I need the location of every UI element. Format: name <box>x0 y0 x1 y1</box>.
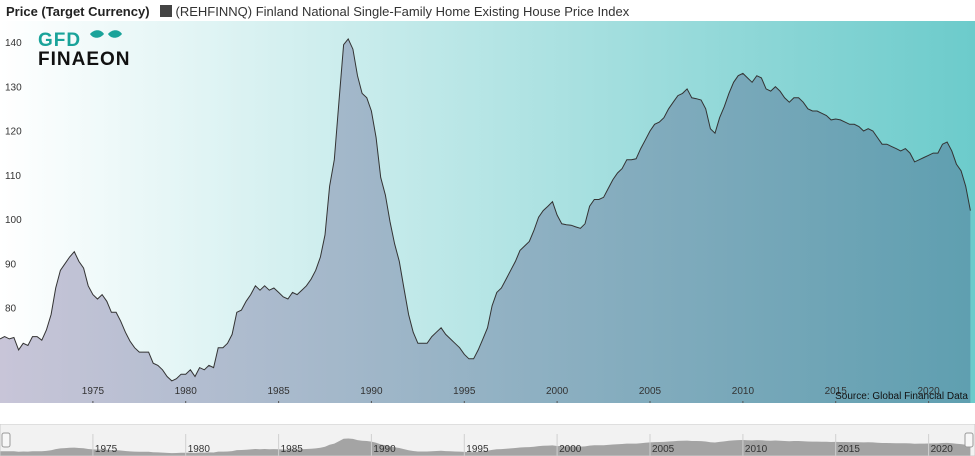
x-tick-label: 1995 <box>453 386 476 397</box>
x-tick-label: 1980 <box>175 386 198 397</box>
y-tick-label: 90 <box>5 259 17 270</box>
series-name[interactable]: (REHFINNQ) Finland National Single-Famil… <box>175 3 630 19</box>
logo-leaf-icon <box>90 30 104 38</box>
x-tick-label: 2005 <box>639 386 662 397</box>
chart-legend: Price (Target Currency) (REHFINNQ) Finla… <box>6 2 629 20</box>
navigator-label: 1995 <box>466 444 489 455</box>
source-label: Source: Global Financial Data <box>835 391 968 402</box>
x-tick-label: 1985 <box>267 386 290 397</box>
navigator-series <box>0 438 971 456</box>
navigator-right-handle[interactable] <box>964 432 974 448</box>
navigator-left-handle[interactable] <box>1 432 11 448</box>
range-navigator[interactable]: 1975 1980 1985 1990 1995 2000 2005 2010 2015 2020 <box>0 424 975 456</box>
logo-line-top: GFD <box>38 30 81 51</box>
navigator-label: 2010 <box>745 444 768 455</box>
navigator-label: 1990 <box>373 444 396 455</box>
navigator-labels: 1975 1980 1985 1990 1995 2000 2005 2010 2015 2020 <box>92 434 954 456</box>
series-layer <box>0 37 971 403</box>
navigator-label: 2000 <box>559 444 582 455</box>
series-line[interactable] <box>0 37 971 382</box>
y-tick-label: 110 <box>5 171 21 182</box>
x-tick-label: 2020 <box>917 386 940 397</box>
x-tick-label: 2000 <box>546 386 569 397</box>
y-tick-label: 100 <box>5 215 22 226</box>
navigator-label: 2020 <box>931 444 954 455</box>
navigator-label: 2005 <box>652 444 675 455</box>
x-tick-label: 1990 <box>360 386 383 397</box>
x-axis: 1975 1980 1985 1990 1995 2000 2005 2010 2015 2020 <box>82 386 940 403</box>
y-tick-label: 140 <box>5 38 22 49</box>
x-tick-label: 1975 <box>82 386 105 397</box>
y-tick-label: 80 <box>5 304 17 315</box>
price-axis-title: Price (Target Currency) <box>6 3 150 19</box>
y-tick-label: 130 <box>5 82 22 93</box>
y-tick-label: 120 <box>5 127 22 138</box>
navigator-label: 2015 <box>838 444 861 455</box>
navigator-label: 1985 <box>281 444 304 455</box>
logo-leaf-icon <box>108 30 122 38</box>
x-tick-label: 2010 <box>732 386 755 397</box>
logo-line-bottom: FINAEON <box>38 49 131 70</box>
series-area <box>0 38 971 403</box>
x-tick-label: 2015 <box>825 386 848 397</box>
main-chart[interactable]: 60708090100110120130140 1975198019851990… <box>0 21 975 403</box>
navigator-label: 1980 <box>188 444 211 455</box>
navigator-area <box>0 438 971 456</box>
navigator-label: 1975 <box>95 444 118 455</box>
gfd-finaeon-logo: GFD FINAEON <box>38 30 131 70</box>
series-color-swatch[interactable] <box>159 5 172 17</box>
